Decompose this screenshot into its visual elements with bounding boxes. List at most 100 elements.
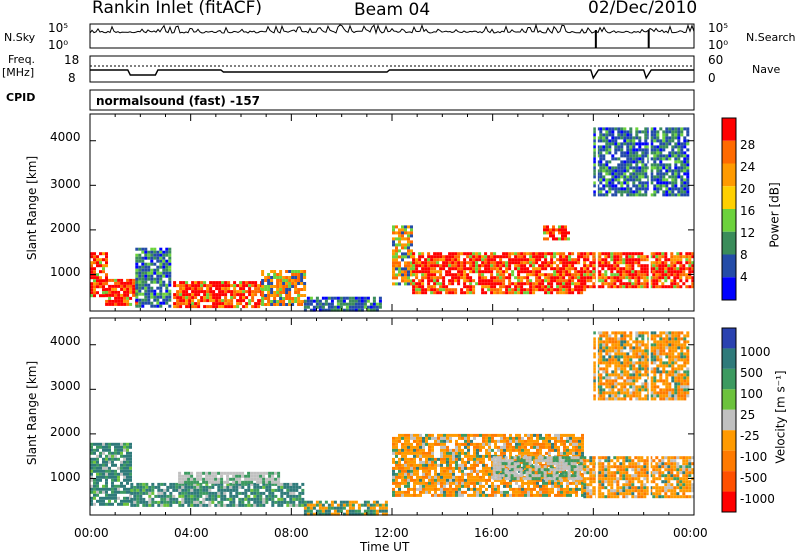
vel-cell-r4 [473,466,476,470]
power-cell-r9 [613,279,617,283]
power-cell-r3 [194,302,198,306]
power-cell-r5 [336,308,340,312]
power-cell-r7 [457,270,461,274]
power-cell-r10 [629,190,633,194]
power-cell-r3 [224,290,228,294]
vel-cell-r3 [306,506,310,510]
power-cell-r7 [538,270,542,274]
vel-cell-r1 [235,491,239,495]
power-cell-r9 [661,261,665,265]
power-cell-r2 [144,292,148,296]
vel-cell-r1 [280,494,284,498]
vel-cell-r1 [262,503,266,507]
vel-cell-r3 [342,503,346,507]
vel-cell-r4 [419,448,422,452]
power-cell-r7 [433,270,437,274]
power-cell-r7 [490,276,494,280]
vel-cell-r3 [357,512,361,516]
power-cell-r6 [401,246,404,250]
power-cell-r9 [586,270,590,274]
power-cell-r3 [254,284,258,288]
vel-cell-r4 [473,451,476,455]
power-cell-r1 [120,299,124,303]
vel-cell-r1 [280,491,284,495]
vel-cell-r4 [455,466,458,470]
power-cell-r9 [589,273,593,277]
vel-cell-r4 [572,445,575,449]
vel-cell-r0 [123,442,126,446]
power-cell-r7 [478,270,482,274]
power-cell-r7 [433,273,437,277]
power-cell-r9 [658,276,662,280]
vel-cell-r4 [392,448,395,452]
power-cell-r9 [583,273,587,277]
power-cell-r7 [436,255,440,259]
power-cell-r1 [126,299,130,303]
vel-cell-r4 [476,490,479,494]
power-cell-r10 [650,148,654,152]
vel-cell-r4 [533,451,536,455]
power-cell-r7 [475,252,479,256]
power-cell-r10 [608,169,612,173]
power-cell-r3 [185,281,189,285]
power-cell-r7 [526,270,530,274]
vel-cell-r4 [527,439,530,443]
power-cell-r7 [427,252,431,256]
vel-cell-r1 [214,482,218,486]
vel-cell-r5 [561,468,565,472]
vel-cell-r4 [443,487,446,491]
vel-cell-r0 [96,448,99,452]
power-cell-r7 [454,291,458,295]
vel-cell-r4 [440,439,443,443]
power-cell-r4 [267,294,271,297]
power-cell-r0 [93,267,96,271]
power-cell-r7 [559,285,563,289]
vel-cell-r5 [576,477,580,481]
vel-cell-r4 [461,451,464,455]
power-cell-r9 [655,264,659,268]
vel-cell-r4 [518,490,521,494]
power-cell-r10 [611,133,615,137]
vel-cell-r0 [129,442,132,446]
power-cell-r10 [656,130,660,134]
power-cell-r7 [430,276,434,280]
power-cell-r3 [188,299,192,303]
power-cell-r3 [176,296,180,300]
power-cell-r1 [132,293,136,297]
power-cell-r7 [415,291,419,295]
vel-cell-r4 [425,466,428,470]
vel-cell-r0 [114,478,117,482]
power-cell-r7 [505,276,509,280]
vel-cell-r1 [220,497,224,501]
power-cell-r7 [427,264,431,268]
power-cell-r9 [643,264,647,268]
power-cell-r2 [153,277,157,281]
power-cell-r4 [297,291,301,294]
power-cell-r7 [439,252,443,256]
vel-cell-r4 [395,472,398,476]
power-cell-r10 [659,154,663,158]
power-cell-r5 [306,305,310,309]
power-cell-r7 [427,276,431,280]
vel-cell-r4 [497,433,500,437]
power-cell-r3 [209,281,213,285]
power-cell-r4 [297,303,301,306]
vel-cell-r5 [567,468,571,472]
power-cell-r10 [677,157,681,161]
vel-cell-r5 [579,456,583,460]
vel-cell-r4 [572,436,575,440]
vel-cell-r3 [375,503,379,507]
power-cell-r7 [577,279,581,283]
beam-title: Beam 04 [354,0,431,20]
vel-cell-r4 [407,460,410,464]
power-cell-r9 [661,270,665,274]
power-cell-r10 [653,187,657,191]
power-cell-r7 [430,291,434,295]
power-cell-r10 [626,178,630,182]
power-cell-r8 [561,234,564,238]
vel-cell-r4 [569,481,572,485]
power-cell-r7 [520,264,524,268]
vel-cell-r2 [205,477,209,481]
power-cell-r7 [427,279,431,283]
vel-cell-r6 [592,492,596,496]
